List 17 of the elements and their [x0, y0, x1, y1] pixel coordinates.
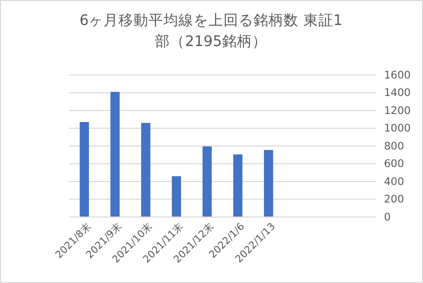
y-tick-label: 800: [384, 140, 404, 152]
y-tick-label: 1600: [384, 69, 411, 82]
y-tick-label: 1400: [384, 87, 411, 100]
y-tick-label: 600: [384, 158, 404, 170]
bar: [141, 122, 150, 217]
bar: [202, 146, 212, 217]
bar: [233, 154, 242, 217]
bar: [80, 122, 89, 217]
y-tick-label: 400: [384, 176, 404, 188]
y-tick-label: 1000: [384, 122, 411, 135]
chart-title: 6ヶ月移動平均線を上回る銘柄数 東証1部（2195銘柄）: [79, 12, 343, 50]
bar: [264, 150, 274, 217]
y-tick-label: 1200: [384, 104, 411, 117]
bar: [172, 176, 182, 217]
y-tick-label: 200: [384, 194, 404, 206]
bar: [110, 92, 120, 217]
y-tick-label: 0: [384, 211, 391, 224]
